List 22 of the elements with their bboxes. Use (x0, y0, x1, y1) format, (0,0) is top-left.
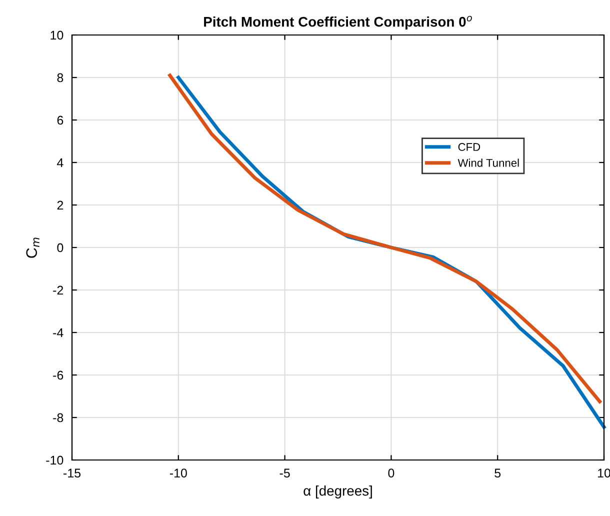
y-tick-label: 4 (57, 158, 64, 168)
y-tick-label: 2 (57, 200, 64, 210)
y-tick-label: 10 (50, 30, 64, 40)
y-tick-label: -6 (53, 370, 64, 380)
legend-label: Wind Tunnel (458, 158, 519, 167)
x-tick-label: -5 (280, 468, 290, 478)
x-tick-label: 5 (494, 468, 501, 478)
y-axis-title: C$_{m}$ (26, 238, 40, 258)
x-tick-label: 10 (598, 468, 610, 478)
y-tick-label: 8 (57, 73, 64, 82)
x-tick-label: -15 (64, 468, 81, 478)
y-tick-label: -8 (53, 413, 64, 422)
y-tick-label: -4 (53, 328, 64, 338)
x-tick-label: -10 (170, 468, 187, 478)
y-tick-label: 0 (57, 243, 64, 252)
x-tick-label: 0 (388, 468, 394, 478)
x-axis-title: α [degrees] (304, 486, 372, 498)
y-tick-label: -2 (53, 286, 64, 295)
legend-label: CFD (458, 143, 480, 151)
chart-title: Pitch Moment Coefficient Comparison 0$^{o}$ (204, 16, 472, 30)
y-tick-label: 6 (57, 116, 64, 125)
y-tick-label: -10 (46, 456, 64, 465)
